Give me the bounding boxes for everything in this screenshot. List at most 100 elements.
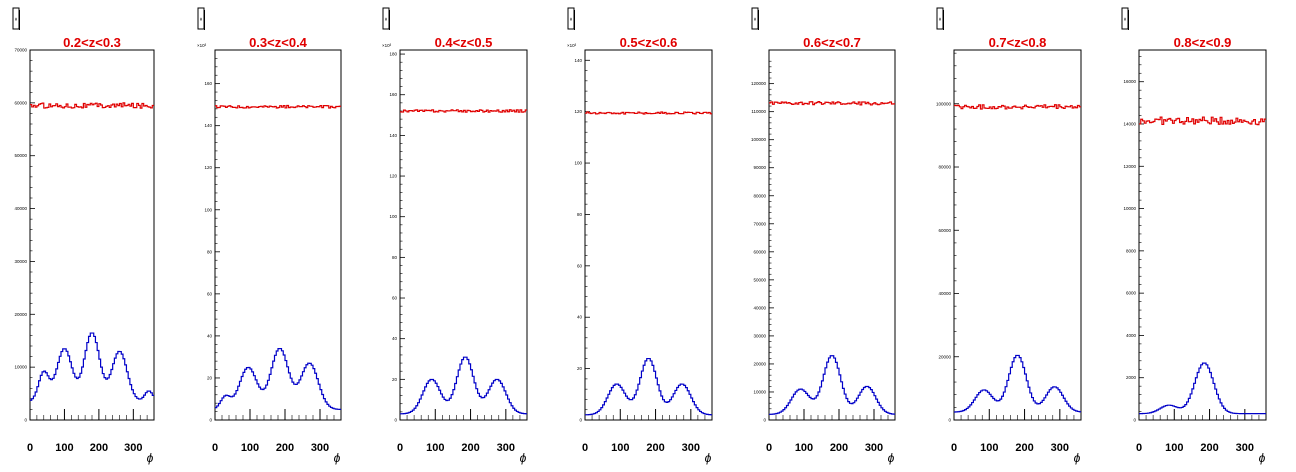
x-tick-label: 0 <box>27 442 33 454</box>
y-tick-label: 40000 <box>14 206 27 211</box>
panel-title: 0.6<z<0.7 <box>803 35 861 50</box>
x-tick-label: 300 <box>497 442 515 454</box>
y-tick-label: 0 <box>579 418 582 423</box>
y-tick-label: 0 <box>948 418 951 423</box>
legend-box-label: ϕ <box>754 16 757 21</box>
chart-panel: ϕ 0.5<z<0.6 ×10³ 0 20 40 60 80 100 120 140 0 100 200 3… <box>567 7 713 465</box>
series-line-blue <box>954 354 1081 413</box>
x-tick-label: 300 <box>1051 442 1069 454</box>
series-line-blue <box>769 355 895 415</box>
y-tick-label: 80 <box>207 249 213 254</box>
x-tick-label: 0 <box>951 442 957 454</box>
y-tick-label: 0 <box>763 418 766 423</box>
legend-box-label: ϕ <box>15 16 18 21</box>
x-tick-label: 200 <box>276 442 294 454</box>
series-line-red <box>215 104 341 109</box>
y-tick-label: 100000 <box>936 101 952 106</box>
x-axis-label: ϕ <box>888 451 895 465</box>
y-tick-label: 60000 <box>753 249 766 254</box>
y-tick-label: 160 <box>204 81 212 86</box>
x-tick-label: 0 <box>766 442 772 454</box>
x-tick-label: 0 <box>1136 442 1142 454</box>
y-tick-label: 20000 <box>14 312 27 317</box>
legend-box-label: ϕ <box>385 16 388 21</box>
y-tick-label: 16000 <box>1123 79 1136 84</box>
chart-panel: ϕ0.8<z<0.9020004000600080001000012000140… <box>1121 7 1267 465</box>
y-tick-label: 110000 <box>751 109 766 114</box>
panel-title: 0.4<z<0.5 <box>435 35 493 50</box>
y-multiplier: ×10³ <box>567 43 577 48</box>
x-tick-label: 100 <box>426 442 444 454</box>
y-tick-label: 80 <box>577 212 583 217</box>
y-tick-label: 120000 <box>751 81 767 86</box>
x-tick-label: 300 <box>865 442 883 454</box>
x-axis-label: ϕ <box>334 451 341 465</box>
series-line-red <box>1139 116 1266 126</box>
y-tick-label: 100000 <box>751 137 767 142</box>
x-tick-label: 100 <box>795 442 813 454</box>
x-axis-label: ϕ <box>1074 451 1081 465</box>
y-tick-label: 4000 <box>1126 333 1137 338</box>
y-tick-label: 120 <box>389 174 397 179</box>
panel-title: 0.7<z<0.8 <box>989 35 1047 50</box>
x-tick-label: 200 <box>1200 442 1218 454</box>
series-line-red <box>954 104 1081 110</box>
x-tick-label: 100 <box>55 442 73 454</box>
y-multiplier: ×10³ <box>382 43 392 48</box>
series-line-blue <box>1139 362 1266 415</box>
y-multiplier: ×10³ <box>197 43 207 48</box>
x-axis-label: ϕ <box>1259 451 1266 465</box>
y-tick-label: 0 <box>1133 418 1136 423</box>
y-tick-label: 120 <box>204 165 212 170</box>
x-tick-label: 200 <box>830 442 848 454</box>
y-tick-label: 60000 <box>14 100 27 105</box>
x-tick-label: 100 <box>611 442 629 454</box>
y-tick-label: 20 <box>577 366 583 371</box>
y-tick-label: 70000 <box>14 48 27 53</box>
y-tick-label: 40 <box>577 315 583 320</box>
series-line-blue <box>585 357 712 416</box>
y-tick-label: 10000 <box>753 389 766 394</box>
chart-panel: ϕ 0.7<z<0.8 0 20000 40000 60000 80000 100000 0 10… <box>936 7 1082 465</box>
y-tick-label: 30000 <box>753 333 766 338</box>
x-tick-label: 300 <box>1236 442 1254 454</box>
chart-panel: ϕ 0.6<z<0.7 0 10000 20000 30000 40000 50000 6000… <box>751 7 896 465</box>
y-tick-label: 10000 <box>14 365 27 370</box>
y-tick-label: 70000 <box>753 221 766 226</box>
x-tick-label: 100 <box>241 442 259 454</box>
x-tick-label: 200 <box>90 442 108 454</box>
x-tick-label: 200 <box>1015 442 1033 454</box>
legend-box-label: ϕ <box>939 16 942 21</box>
y-tick-label: 80000 <box>938 165 951 170</box>
series-line-blue <box>215 347 341 410</box>
y-tick-label: 80 <box>392 255 398 260</box>
y-tick-label: 14000 <box>1123 122 1136 127</box>
x-axis-label: ϕ <box>705 451 712 465</box>
y-tick-label: 140 <box>204 123 212 128</box>
y-tick-label: 20000 <box>938 354 951 359</box>
plot-frame <box>953 49 1082 421</box>
chart-panel: ϕ 0.3<z<0.4 ×10³ 0 20 40 60 80 100 120 140 160 0 100 2… <box>197 7 342 465</box>
y-tick-label: 50000 <box>14 153 27 158</box>
y-tick-label: 30000 <box>14 259 27 264</box>
y-tick-label: 0 <box>24 418 27 423</box>
x-tick-label: 100 <box>1165 442 1183 454</box>
panel-title: 0.8<z<0.9 <box>1174 35 1232 50</box>
x-axis-label: ϕ <box>147 451 154 465</box>
y-tick-label: 140 <box>574 58 582 63</box>
chart-panel: ϕ 0.4<z<0.5 ×10³ 0 20 40 60 80 100 120 140 160 180 0 1… <box>382 7 528 465</box>
y-tick-label: 6000 <box>1126 291 1137 296</box>
y-tick-label: 10000 <box>1123 206 1136 211</box>
y-tick-label: 40000 <box>753 305 766 310</box>
x-tick-label: 300 <box>311 442 329 454</box>
y-tick-label: 2000 <box>1126 375 1137 380</box>
y-tick-label: 12000 <box>1123 164 1136 169</box>
plot-frame <box>584 49 713 421</box>
x-tick-label: 200 <box>646 442 664 454</box>
y-tick-label: 40 <box>207 333 213 338</box>
panel-title: 0.2<z<0.3 <box>63 35 121 50</box>
y-tick-label: 20 <box>207 375 213 380</box>
y-tick-label: 0 <box>209 418 212 423</box>
series-line-red <box>400 109 527 113</box>
